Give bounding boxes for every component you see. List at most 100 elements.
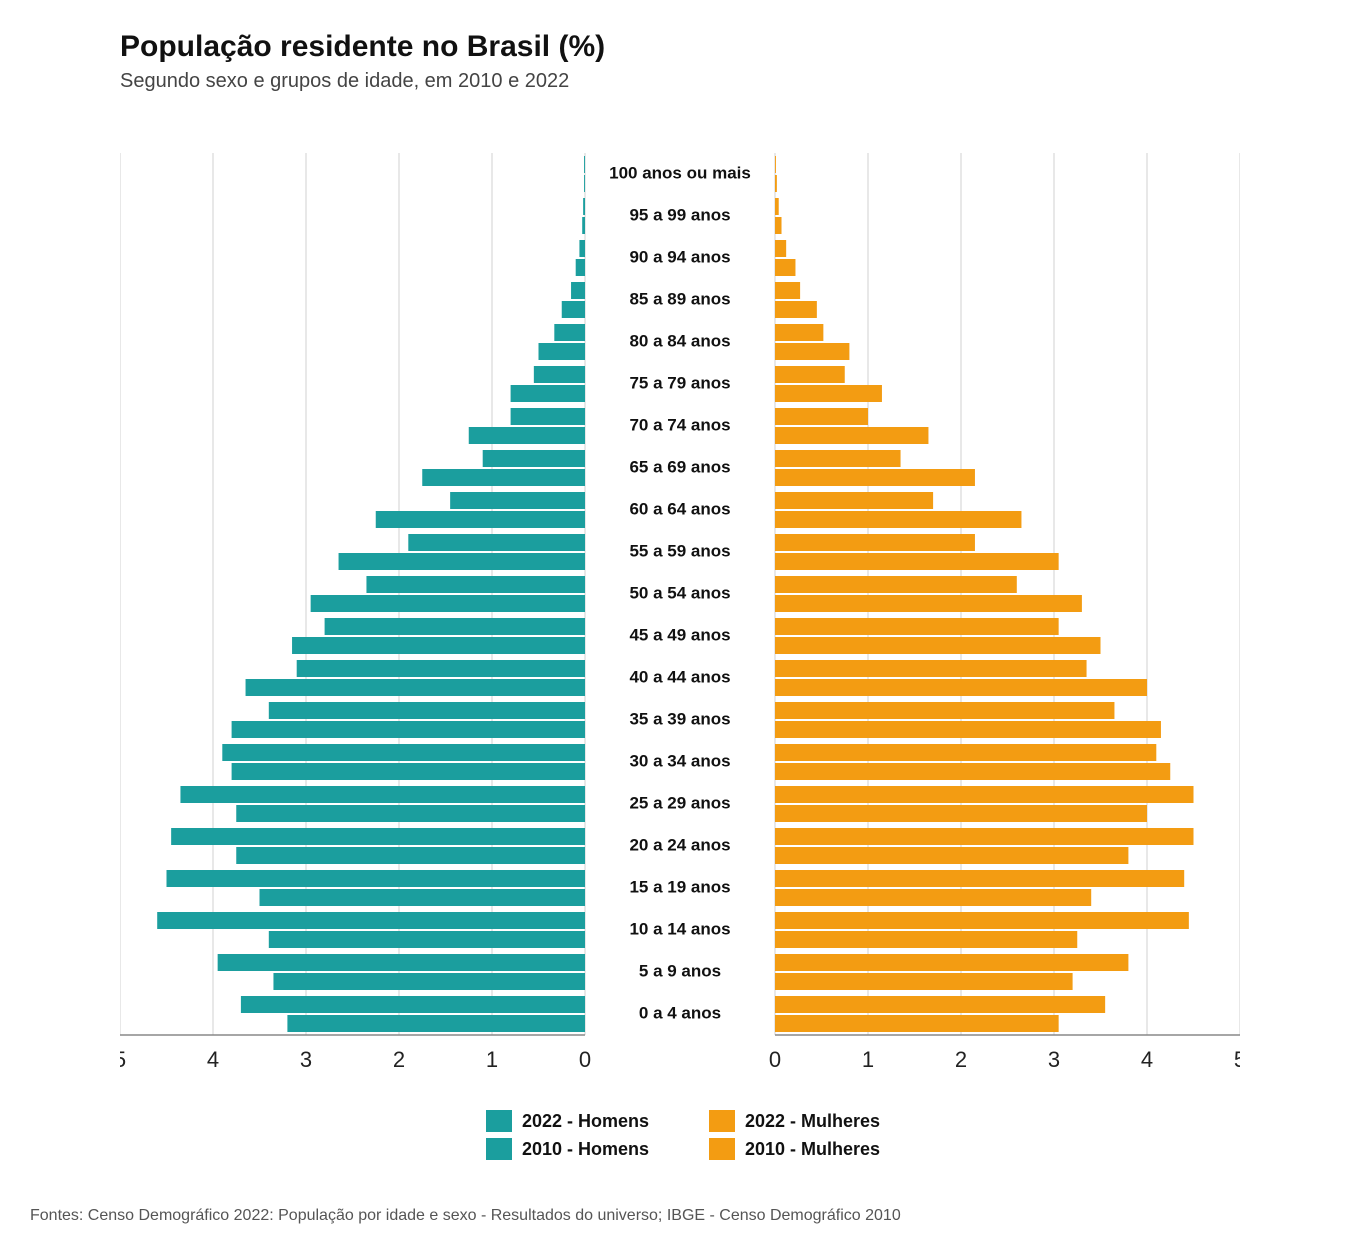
chart-title: População residente no Brasil (%) [120,30,1246,64]
bar-women-2022 [775,469,975,486]
legend-label: 2022 - Homens [522,1111,649,1132]
bar-men-2022 [584,175,585,192]
bar-men-2022 [246,679,585,696]
age-group-label: 80 a 84 anos [629,331,730,350]
bar-men-2010 [297,660,585,677]
x-axis-tick-left: 0 [579,1047,591,1072]
chart-subtitle: Segundo sexo e grupos de idade, em 2010 … [120,70,1246,93]
bar-men-2022 [539,343,586,360]
bar-women-2022 [775,931,1077,948]
bar-women-2022 [775,889,1091,906]
bar-men-2022 [292,637,585,654]
age-group-label: 60 a 64 anos [629,499,730,518]
age-group-label: 55 a 59 anos [629,541,730,560]
legend-row-2022: 2022 - Homens 2022 - Mulheres [486,1110,880,1132]
bar-women-2010 [775,660,1087,677]
bar-men-2010 [554,324,585,341]
bar-women-2022 [775,721,1161,738]
bar-men-2010 [584,156,585,173]
age-group-label: 65 a 69 anos [629,457,730,476]
bar-women-2010 [775,240,786,257]
legend-item-men-2022: 2022 - Homens [486,1110,649,1132]
bar-men-2022 [422,469,585,486]
bar-women-2010 [775,156,776,173]
bar-women-2022 [775,595,1082,612]
bar-men-2022 [260,889,586,906]
bar-women-2022 [775,973,1073,990]
bar-women-2010 [775,702,1114,719]
bar-men-2022 [576,259,585,276]
bar-women-2022 [775,427,928,444]
bar-women-2010 [775,408,868,425]
age-group-label: 25 a 29 anos [629,793,730,812]
x-axis-tick-left: 5 [120,1047,126,1072]
bar-women-2022 [775,763,1170,780]
bar-men-2010 [483,450,585,467]
legend-swatch-men-2010 [486,1138,512,1160]
x-axis-tick-left: 2 [393,1047,405,1072]
bar-men-2022 [339,553,585,570]
x-axis-tick-right: 3 [1048,1047,1060,1072]
bar-men-2010 [269,702,585,719]
bar-women-2022 [775,847,1128,864]
bar-men-2010 [180,786,585,803]
bar-women-2010 [775,786,1194,803]
age-group-label: 95 a 99 anos [629,205,730,224]
bar-women-2010 [775,870,1184,887]
bar-women-2010 [775,492,933,509]
bar-women-2022 [775,805,1147,822]
bar-men-2010 [511,408,585,425]
legend-item-women-2022: 2022 - Mulheres [709,1110,880,1132]
population-pyramid-chart: 100 anos ou mais95 a 99 anos90 a 94 anos… [120,143,1240,1085]
age-group-label: 15 a 19 anos [629,877,730,896]
bar-men-2010 [157,912,585,929]
legend-swatch-men-2022 [486,1110,512,1132]
bar-men-2022 [311,595,585,612]
bar-men-2022 [582,217,585,234]
bar-men-2010 [408,534,585,551]
bar-women-2010 [775,576,1017,593]
bar-men-2022 [562,301,585,318]
legend-item-women-2010: 2010 - Mulheres [709,1138,880,1160]
legend-label: 2010 - Homens [522,1139,649,1160]
bar-men-2022 [469,427,585,444]
legend-swatch-women-2010 [709,1138,735,1160]
x-axis-tick-right: 1 [862,1047,874,1072]
x-axis-tick-left: 3 [300,1047,312,1072]
bar-men-2010 [366,576,585,593]
bar-men-2010 [579,240,585,257]
bar-women-2022 [775,217,782,234]
bar-women-2010 [775,534,975,551]
legend-label: 2010 - Mulheres [745,1139,880,1160]
bar-men-2010 [218,954,585,971]
bar-women-2022 [775,175,777,192]
legend-swatch-women-2022 [709,1110,735,1132]
bar-women-2022 [775,343,849,360]
bar-men-2010 [167,870,586,887]
bar-men-2010 [571,282,585,299]
bar-men-2022 [269,931,585,948]
legend-label: 2022 - Mulheres [745,1111,880,1132]
bar-women-2010 [775,996,1105,1013]
bar-men-2010 [450,492,585,509]
bar-men-2022 [287,1015,585,1032]
bar-women-2010 [775,954,1128,971]
age-group-label: 5 a 9 anos [639,961,721,980]
bar-women-2022 [775,511,1021,528]
bar-men-2010 [171,828,585,845]
bar-men-2022 [232,721,585,738]
bar-women-2010 [775,198,779,215]
age-group-label: 35 a 39 anos [629,709,730,728]
bar-women-2022 [775,301,817,318]
bar-men-2022 [273,973,585,990]
chart-container: 100 anos ou mais95 a 99 anos90 a 94 anos… [120,143,1246,1090]
bar-men-2022 [236,847,585,864]
bar-men-2010 [222,744,585,761]
bar-women-2022 [775,385,882,402]
bar-men-2022 [376,511,585,528]
bar-women-2010 [775,324,823,341]
age-group-label: 45 a 49 anos [629,625,730,644]
bar-women-2010 [775,618,1059,635]
bar-men-2010 [241,996,585,1013]
sources-text: Fontes: Censo Demográfico 2022: Populaçã… [30,1207,901,1225]
